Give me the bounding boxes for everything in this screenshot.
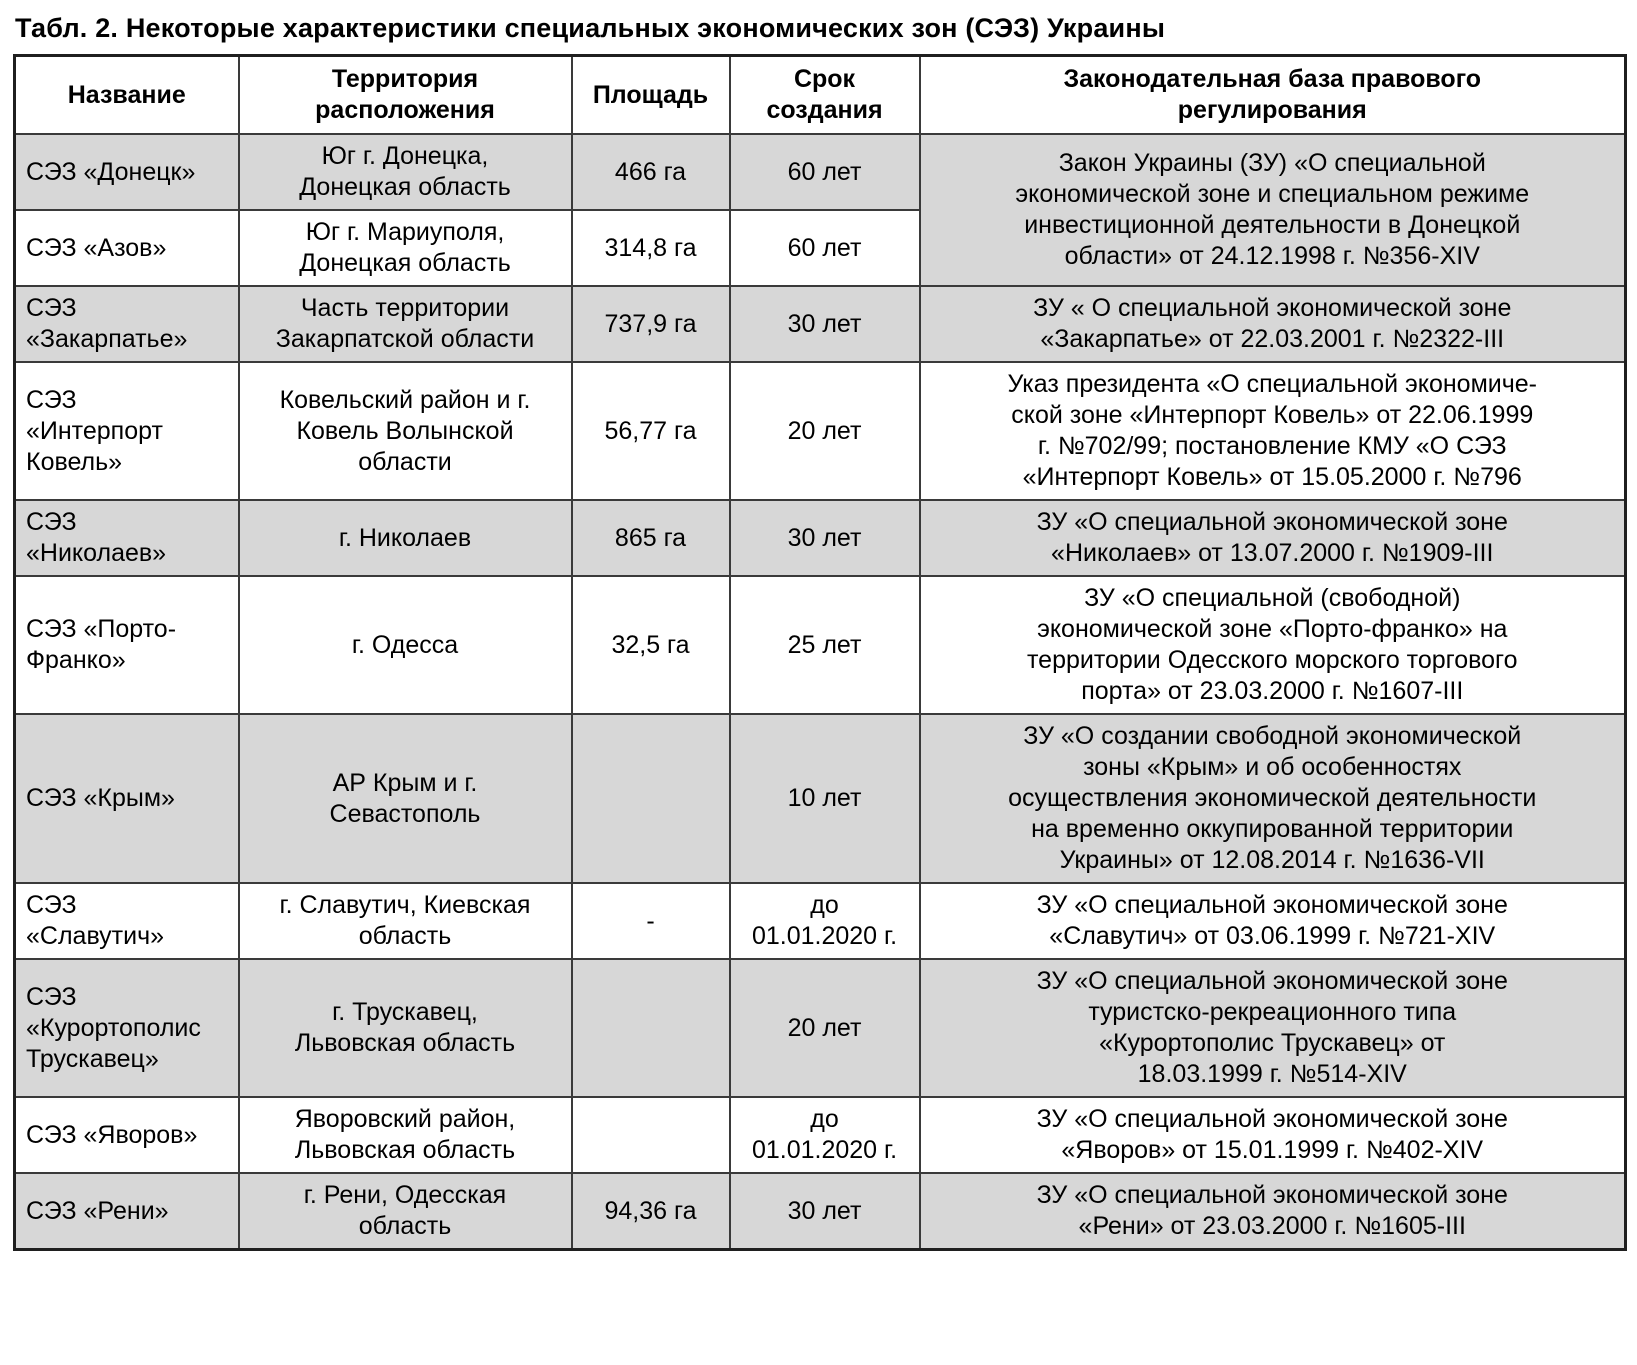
table-body: СЭЗ «Донецк» Юг г. Донецка, Донецкая обла… (13, 133, 1627, 1251)
cell-term: 10 лет (728, 713, 921, 885)
cell-term: 30 лет (728, 499, 921, 578)
cell-area (570, 958, 731, 1099)
cell-legal: ЗУ «О специальной экономической зоне «Сл… (918, 882, 1627, 961)
cell-term: 30 лет (728, 285, 921, 364)
table-row: СЭЗ «Порто- Франко» г. Одесса 32,5 га 25 ле… (13, 575, 1627, 716)
cell-territory: Яворовский район, Львовская область (237, 1096, 573, 1175)
column-header-area: Площадь (570, 54, 731, 136)
cell-name: СЭЗ «Славутич» (13, 882, 240, 961)
cell-area: - (570, 882, 731, 961)
cell-term: 20 лет (728, 361, 921, 502)
cell-legal: ЗУ « О специальной экономической зоне «З… (918, 285, 1627, 364)
cell-territory: г. Славутич, Киевская область (237, 882, 573, 961)
cell-term: 60 лет (728, 133, 921, 212)
cell-name: СЭЗ «Рени» (13, 1172, 240, 1251)
cell-name: СЭЗ «Интерпорт Ковель» (13, 361, 240, 502)
column-header-territory: Территория расположения (237, 54, 573, 136)
column-header-name: Название (13, 54, 240, 136)
cell-area (570, 713, 731, 885)
cell-territory: Часть территории Закарпатской области (237, 285, 573, 364)
column-header-term: Срок создания (728, 54, 921, 136)
cell-name: СЭЗ «Донецк» (13, 133, 240, 212)
cell-area: 466 га (570, 133, 731, 212)
cell-term: до 01.01.2020 г. (728, 1096, 921, 1175)
table-header: Название Территория расположения Площадь… (13, 54, 1627, 136)
cell-territory: г. Одесса (237, 575, 573, 716)
cell-territory: Юг г. Донецка, Донецкая область (237, 133, 573, 212)
page-title: Табл. 2. Некоторые характеристики специа… (15, 13, 1166, 43)
cell-area (570, 1096, 731, 1175)
table-row: СЭЗ «Интерпорт Ковель» Ковельский район и… (13, 361, 1627, 502)
cell-term: 25 лет (728, 575, 921, 716)
cell-name: СЭЗ «Яворов» (13, 1096, 240, 1175)
table-row: СЭЗ «Славутич» г. Славутич, Киевская обла… (13, 882, 1627, 961)
table-row: СЭЗ «Азов» Юг г. Мариуполя, Донецкая обла… (13, 209, 1626, 288)
table-row: СЭЗ «Рени» г. Рени, Одесская область 94,36… (13, 1172, 1627, 1251)
cell-term: 20 лет (728, 958, 921, 1099)
cell-area: 56,77 га (570, 361, 731, 502)
cell-territory: Юг г. Мариуполя, Донецкая область (237, 209, 573, 288)
table-row: СЭЗ «Крым» АР Крым и г. Севастополь 10 лет… (13, 713, 1627, 885)
cell-legal: ЗУ «О создании свободной экономической з… (918, 713, 1627, 885)
cell-area: 314,8 га (570, 209, 731, 288)
table-row: СЭЗ «Донецк» Юг г. Донецка, Донецкая обла… (13, 133, 1627, 288)
document-page: Табл. 2. Некоторые характеристики специа… (13, 13, 1627, 1252)
cell-territory: г. Рени, Одесская область (237, 1172, 573, 1251)
table-row: СЭЗ «Закарпатье» Часть территории Закарпа… (13, 285, 1627, 364)
cell-name: СЭЗ «Крым» (13, 713, 240, 885)
cell-territory: г. Трускавец, Львовская область (237, 958, 573, 1099)
cell-area: 94,36 га (570, 1172, 731, 1251)
table-row: СЭЗ «Николаев» г. Николаев 865 га 30 лет ЗУ … (13, 499, 1627, 578)
cell-name: СЭЗ «Азов» (13, 209, 240, 288)
cell-name: СЭЗ «Закарпатье» (13, 285, 240, 364)
cell-legal: Указ президента «О специальной экономиче… (918, 361, 1627, 502)
sez-table: Название Территория расположения Площадь… (13, 54, 1627, 1252)
cell-territory: Ковельский район и г. Ковель Волынской о… (237, 361, 573, 502)
cell-territory: АР Крым и г. Севастополь (237, 713, 573, 885)
column-header-legal: Законодательная база правового регулиров… (918, 54, 1627, 136)
cell-legal: ЗУ «О специальной экономической зоне «Ни… (918, 499, 1627, 578)
cell-legal: ЗУ «О специальной экономической зоне «Яв… (918, 1096, 1627, 1175)
cell-legal: ЗУ «О специальной экономической зоне тур… (918, 958, 1627, 1099)
cell-name: СЭЗ «Курортополис Трускавец» (13, 958, 240, 1099)
header-row: Название Территория расположения Площадь… (13, 54, 1627, 136)
cell-term: до 01.01.2020 г. (728, 882, 921, 961)
cell-area: 737,9 га (570, 285, 731, 364)
cell-area: 32,5 га (570, 575, 731, 716)
cell-legal: ЗУ «О специальной (свободной) экономичес… (918, 575, 1627, 716)
cell-name: СЭЗ «Порто- Франко» (13, 575, 240, 716)
table-row: СЭЗ «Яворов» Яворовский район, Львовская … (13, 1096, 1627, 1175)
cell-legal: Закон Украины (ЗУ) «О специальной эконом… (918, 133, 1627, 288)
cell-term: 30 лет (728, 1172, 921, 1251)
cell-area: 865 га (570, 499, 731, 578)
cell-territory: г. Николаев (237, 499, 573, 578)
cell-legal: ЗУ «О специальной экономической зоне «Ре… (918, 1172, 1627, 1251)
table-row: СЭЗ «Курортополис Трускавец» г. Трускавец… (13, 958, 1627, 1099)
cell-term: 60 лет (728, 209, 921, 288)
cell-name: СЭЗ «Николаев» (13, 499, 240, 578)
